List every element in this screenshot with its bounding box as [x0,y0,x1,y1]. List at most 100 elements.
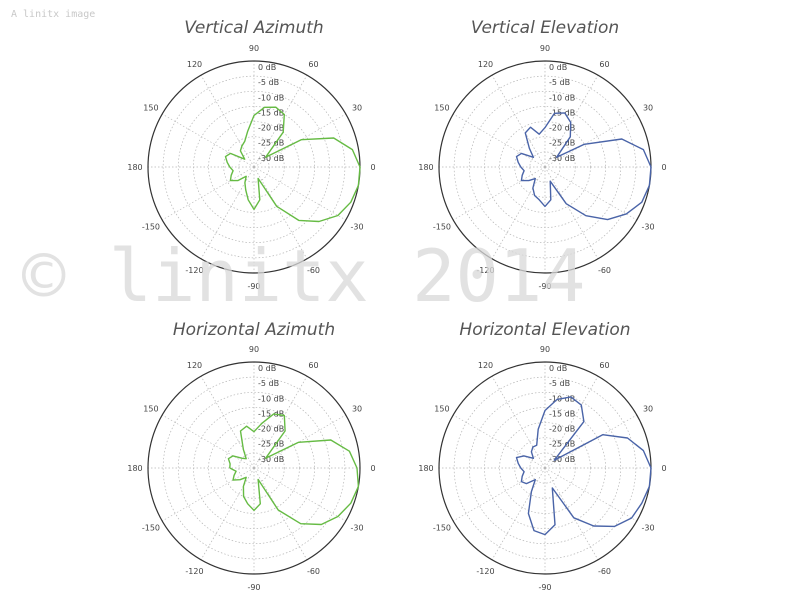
grid-ring [514,437,576,499]
angle-tick-label: 120 [187,60,202,69]
angle-tick-label: 0 [370,163,375,172]
radial-db-label: -30 dB [258,455,284,464]
grid-spoke [200,376,255,469]
angle-tick-label: -60 [307,567,320,576]
angle-tick-label: 180 [127,163,142,172]
grid-spoke [544,376,599,469]
grid-spoke [453,113,546,168]
radial-db-label: -5 dB [258,78,279,87]
radiation-pattern-line [224,106,361,223]
radial-db-label: -20 dB [549,124,575,133]
angle-tick-label: 60 [308,60,318,69]
angle-tick-label: -90 [247,583,260,592]
grid-spoke [253,75,308,168]
angle-tick-label: 150 [143,104,158,113]
angle-tick-label: 90 [249,345,259,354]
radial-db-label: -25 dB [549,139,575,148]
angle-tick-label: -150 [142,524,160,533]
radial-db-label: -20 dB [258,124,284,133]
angle-tick-label: -60 [598,567,611,576]
radial-db-label: -30 dB [258,154,284,163]
radial-db-label: 0 dB [549,63,567,72]
angle-tick-label: 180 [418,163,433,172]
angle-tick-label: -150 [433,223,451,232]
angle-tick-label: -150 [142,223,160,232]
grid-spoke [253,467,308,560]
grid-spoke [491,166,546,259]
grid-ring [499,422,591,514]
radial-db-label: -25 dB [549,440,575,449]
angle-tick-label: 90 [540,345,550,354]
radial-db-label: -20 dB [549,425,575,434]
angle-tick-label: -120 [185,567,203,576]
angle-tick-label: 150 [434,405,449,414]
radial-db-label: 0 dB [549,364,567,373]
grid-spoke [253,376,308,469]
grid-ring [208,121,300,213]
angle-tick-label: -30 [642,524,655,533]
polar-chart-horizontal-azimuth: Horizontal Azimuth 0 30 60 90 120 150 180 -150 -1… [127,320,375,592]
angle-tick-label: -90 [538,583,551,592]
grid-spoke [544,75,599,168]
radial-db-label: -30 dB [549,154,575,163]
angle-tick-label: -60 [307,266,320,275]
chart-title: Horizontal Azimuth [173,320,335,340]
angle-tick-label: 60 [599,361,609,370]
angle-tick-label: -120 [476,567,494,576]
grid-spoke [491,467,546,560]
radial-db-label: -15 dB [258,409,284,418]
radial-db-label: -10 dB [549,93,575,102]
grid-spoke [453,467,546,522]
radial-db-label: -15 dB [258,108,284,117]
radial-db-label: -20 dB [258,425,284,434]
angle-tick-label: 150 [434,104,449,113]
angle-tick-label: -120 [476,266,494,275]
radial-db-label: -5 dB [549,78,570,87]
grid-spoke [253,166,308,259]
angle-tick-label: 180 [418,464,433,473]
angle-tick-label: -150 [433,524,451,533]
chart-title: Vertical Elevation [471,18,619,38]
grid-spoke [162,414,255,469]
angle-tick-label: -30 [351,223,364,232]
angle-tick-label: 60 [308,361,318,370]
grid-spoke [544,166,637,221]
angle-tick-label: 0 [661,464,666,473]
angle-tick-label: 180 [127,464,142,473]
grid-spoke [253,467,346,522]
polar-chart-vertical-azimuth: Vertical Azimuth 0 30 60 90 120 150 180 -150 -120… [127,18,375,291]
radial-db-label: -10 dB [258,394,284,403]
angle-tick-label: 150 [143,405,158,414]
radial-db-label: 0 dB [258,364,276,373]
radiation-pattern-line [227,413,360,526]
grid-spoke [453,166,546,221]
radial-db-label: -5 dB [549,379,570,388]
grid-ring [223,437,285,499]
radial-db-label: -25 dB [258,139,284,148]
radial-db-label: -15 dB [549,409,575,418]
radiation-pattern-line [515,112,652,221]
grid-ring [162,376,346,560]
angle-tick-label: -60 [598,266,611,275]
grid-spoke [162,113,255,168]
angle-tick-label: 60 [599,60,609,69]
angle-tick-label: 0 [661,163,666,172]
grid-spoke [200,166,255,259]
grid-spoke [162,166,255,221]
angle-tick-label: 30 [352,104,362,113]
polar-chart-vertical-elevation: Vertical Elevation 0 30 60 90 120 150 180 -150 -1… [418,18,666,291]
angle-tick-label: 90 [540,44,550,53]
grid-spoke [200,75,255,168]
angle-tick-label: 120 [187,361,202,370]
grid-ring [453,376,637,560]
angle-tick-label: 30 [643,405,653,414]
radial-db-label: -25 dB [258,440,284,449]
angle-tick-label: -30 [351,524,364,533]
angle-tick-label: -90 [538,282,551,291]
grid-spoke [200,467,255,560]
angle-tick-label: 120 [478,361,493,370]
grid-ring [468,90,622,244]
grid-spoke [544,467,637,522]
grid-spoke [491,75,546,168]
grid-ring [177,90,331,244]
